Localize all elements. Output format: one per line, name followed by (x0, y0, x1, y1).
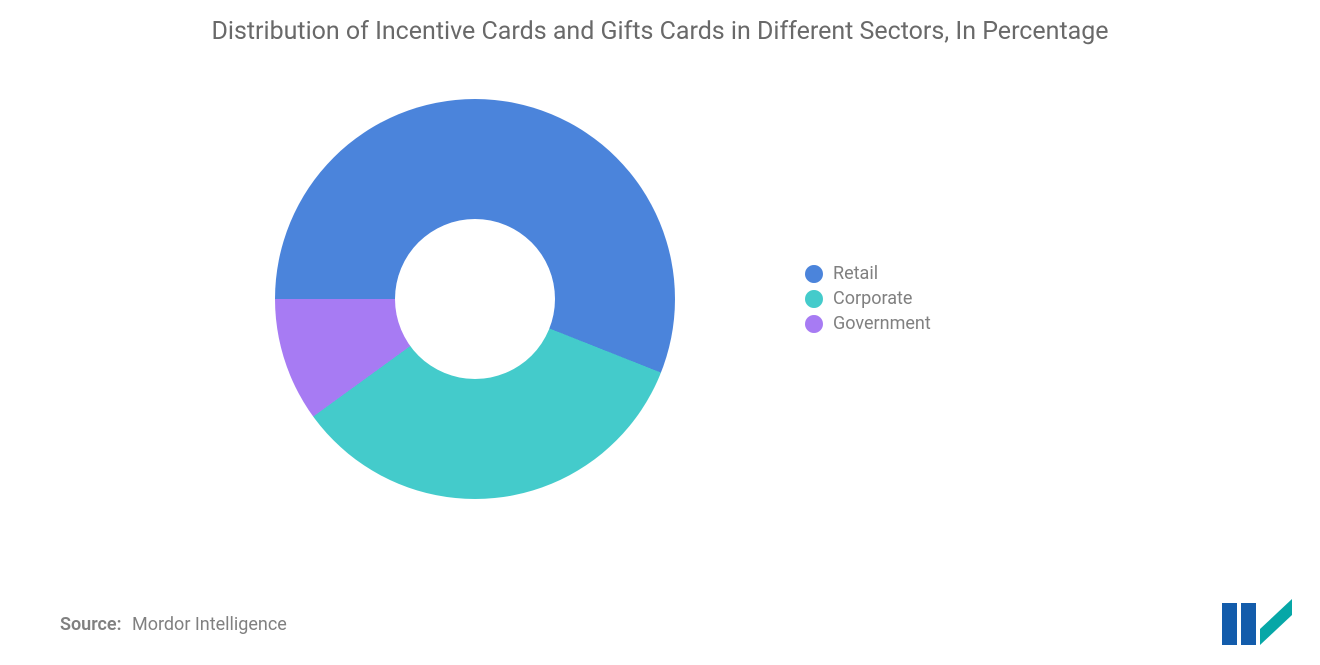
legend-swatch (805, 290, 823, 308)
donut-hole (395, 219, 555, 379)
legend-label: Retail (833, 263, 878, 284)
legend-item: Retail (805, 263, 931, 284)
chart-container: Distribution of Incentive Cards and Gift… (0, 0, 1320, 665)
legend-item: Corporate (805, 288, 931, 309)
legend-item: Government (805, 313, 931, 334)
source-text: Mordor Intelligence (132, 614, 287, 635)
donut-wrap (195, 69, 755, 529)
legend: Retail Corporate Government (805, 259, 931, 338)
source-label: Source: (60, 614, 122, 635)
source-line: Source: Mordor Intelligence (60, 614, 287, 635)
legend-label: Corporate (833, 288, 912, 309)
legend-label: Government (833, 313, 931, 334)
legend-swatch (805, 315, 823, 333)
chart-title: Distribution of Incentive Cards and Gift… (135, 15, 1185, 49)
donut-chart (275, 99, 675, 499)
brand-logo (1222, 599, 1292, 645)
plot-area: Retail Corporate Government (60, 59, 1260, 539)
legend-swatch (805, 265, 823, 283)
